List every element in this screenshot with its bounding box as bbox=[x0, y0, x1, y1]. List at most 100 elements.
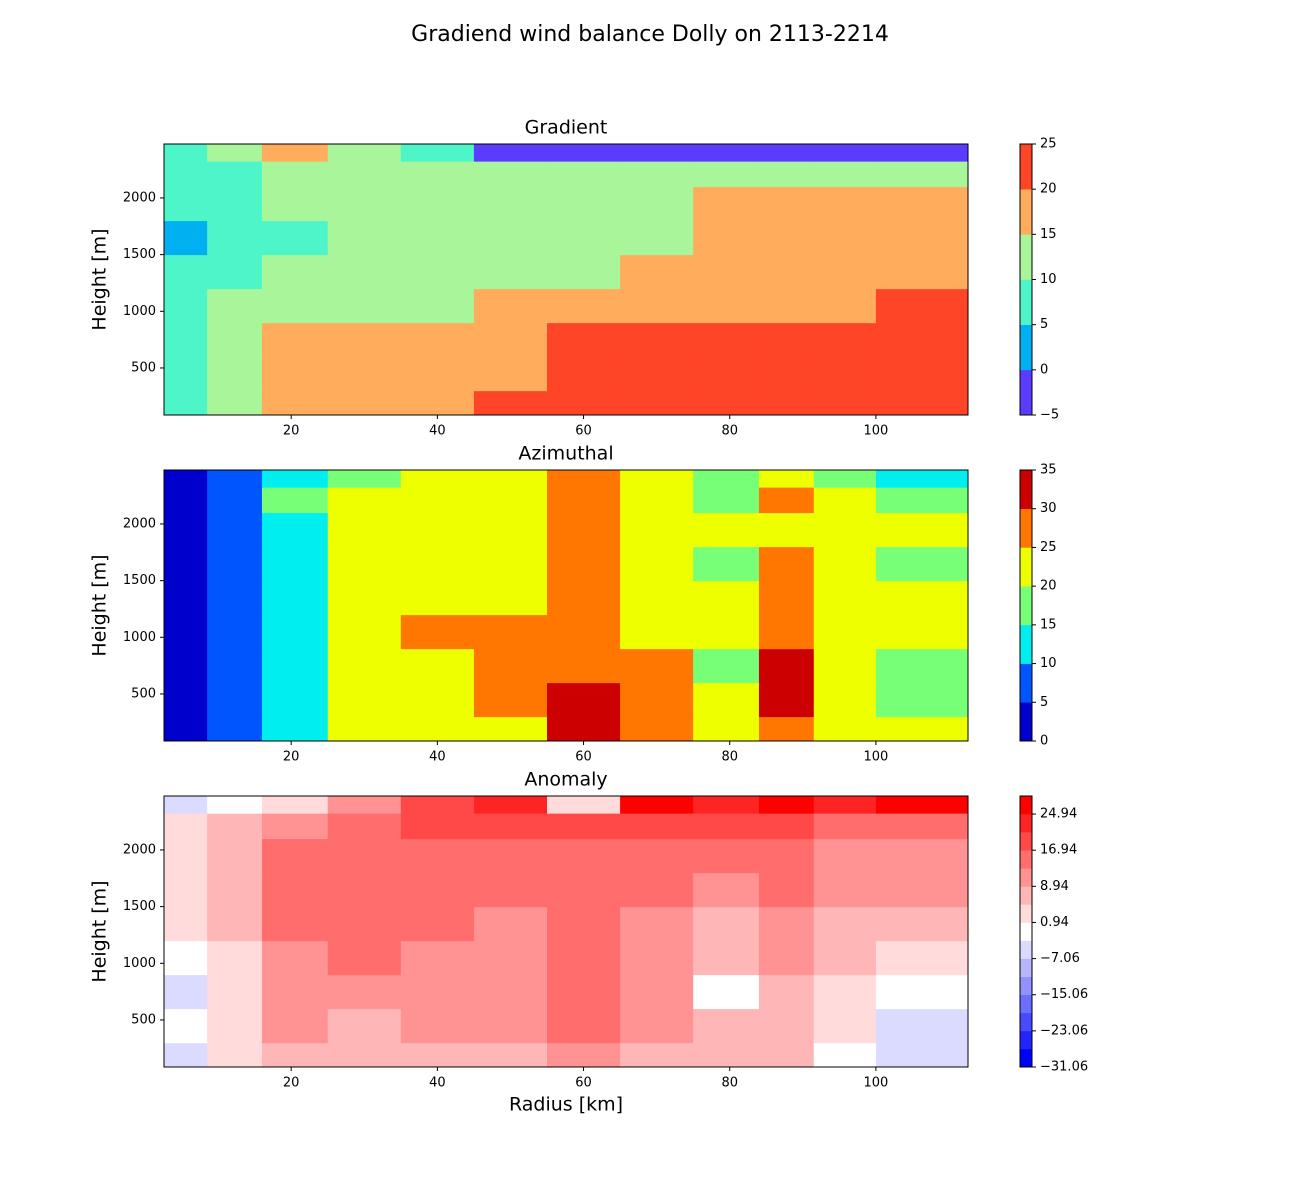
contour-cell bbox=[473, 1008, 548, 1044]
contour-cell bbox=[875, 288, 969, 324]
contour-cell bbox=[400, 254, 475, 290]
contour-cell bbox=[875, 512, 969, 548]
contour-cell bbox=[758, 580, 815, 616]
colorbar-segment bbox=[1020, 663, 1032, 703]
contour-cell bbox=[546, 144, 621, 162]
contour-cell bbox=[758, 322, 815, 358]
x-tick-label: 40 bbox=[429, 424, 446, 439]
contour-cell bbox=[473, 580, 548, 616]
contour-cell bbox=[620, 356, 694, 392]
x-tick-label: 20 bbox=[283, 424, 300, 439]
contour-cell bbox=[261, 1008, 329, 1044]
x-tick-label: 60 bbox=[575, 750, 592, 765]
contour-cell bbox=[207, 872, 263, 908]
contour-cell bbox=[758, 220, 815, 256]
contour-cell bbox=[207, 716, 263, 742]
contour-cell bbox=[546, 906, 621, 942]
contour-cell bbox=[207, 1008, 263, 1044]
contour-cell bbox=[164, 872, 208, 908]
contour-cell bbox=[473, 161, 548, 188]
contour-cell bbox=[473, 974, 548, 1010]
contour-cell bbox=[813, 546, 877, 582]
x-tick-label: 80 bbox=[721, 750, 738, 765]
contour-cell bbox=[261, 580, 329, 616]
contour-cell bbox=[546, 487, 621, 514]
contour-cell bbox=[546, 546, 621, 582]
contour-cell bbox=[207, 487, 263, 514]
contour-cell bbox=[400, 512, 475, 548]
contour-cell bbox=[261, 648, 329, 684]
contour-cell bbox=[693, 470, 760, 488]
contour-cell bbox=[473, 940, 548, 976]
contour-cell bbox=[327, 813, 402, 840]
y-axis-label: Height [m] bbox=[89, 554, 111, 656]
contour-cell bbox=[875, 546, 969, 582]
contour-cell bbox=[207, 512, 263, 548]
contour-cell bbox=[164, 288, 208, 324]
contour-cell bbox=[473, 682, 548, 718]
contour-cell bbox=[620, 974, 694, 1010]
y-axis-label: Height [m] bbox=[89, 880, 111, 982]
contour-cell bbox=[620, 716, 694, 742]
contour-cell bbox=[813, 872, 877, 908]
contour-cell bbox=[400, 813, 475, 840]
x-tick-label: 60 bbox=[575, 424, 592, 439]
contour-cell bbox=[207, 906, 263, 942]
contour-cell bbox=[164, 906, 208, 942]
contour-cell bbox=[164, 161, 208, 188]
contour-cell bbox=[473, 487, 548, 514]
contour-cell bbox=[813, 288, 877, 324]
contour-cell bbox=[400, 906, 475, 942]
x-tick-label: 40 bbox=[429, 1076, 446, 1091]
colorbar-segment bbox=[1020, 324, 1032, 371]
contour-cell bbox=[164, 940, 208, 976]
contour-cell bbox=[473, 648, 548, 684]
contour-cell bbox=[164, 470, 208, 488]
colorbar-tick-label: −31.06 bbox=[1040, 1060, 1088, 1075]
contour-cell bbox=[813, 254, 877, 290]
contour-cell bbox=[400, 716, 475, 742]
contour-cell bbox=[875, 322, 969, 358]
y-tick-label: 1500 bbox=[123, 899, 156, 914]
contour-cell bbox=[164, 614, 208, 650]
contour-cell bbox=[546, 1042, 621, 1068]
contour-cell bbox=[400, 580, 475, 616]
colorbar-tick-label: 25 bbox=[1040, 540, 1057, 555]
contour-cell bbox=[327, 390, 402, 416]
contour-cell bbox=[620, 546, 694, 582]
colorbar-segment bbox=[1020, 904, 1032, 923]
contour-cell bbox=[164, 512, 208, 548]
contour-cell bbox=[693, 186, 760, 222]
contour-cell bbox=[875, 470, 969, 488]
contour-cell bbox=[875, 186, 969, 222]
subplot-title: Anomaly bbox=[524, 769, 607, 791]
contour-cell bbox=[261, 470, 329, 488]
colorbar-segment bbox=[1020, 369, 1032, 416]
contour-cell bbox=[693, 161, 760, 188]
contour-cell bbox=[620, 161, 694, 188]
contour-cell bbox=[473, 1042, 548, 1068]
contour-cell bbox=[207, 220, 263, 256]
contour-cell bbox=[758, 470, 815, 488]
colorbar-tick-label: 25 bbox=[1040, 137, 1057, 152]
contour-cell bbox=[473, 220, 548, 256]
contour-cell bbox=[875, 682, 969, 718]
contour-cell bbox=[261, 940, 329, 976]
y-axis-label: Height [m] bbox=[89, 228, 111, 330]
contour-cell bbox=[620, 220, 694, 256]
colorbar-tick-label: 15 bbox=[1040, 227, 1057, 242]
contour-cell bbox=[164, 1008, 208, 1044]
contour-cell bbox=[693, 220, 760, 256]
contour-cell bbox=[813, 940, 877, 976]
contour-cell bbox=[327, 356, 402, 392]
contour-cell bbox=[207, 186, 263, 222]
contour-cell bbox=[473, 512, 548, 548]
contour-cell bbox=[261, 254, 329, 290]
colorbar-segment bbox=[1020, 940, 1032, 959]
contour-cell bbox=[327, 716, 402, 742]
contour-cell bbox=[164, 648, 208, 684]
contour-cell bbox=[620, 144, 694, 162]
contour-cell bbox=[327, 682, 402, 718]
contour-cell bbox=[207, 390, 263, 416]
contour-cell bbox=[758, 838, 815, 874]
